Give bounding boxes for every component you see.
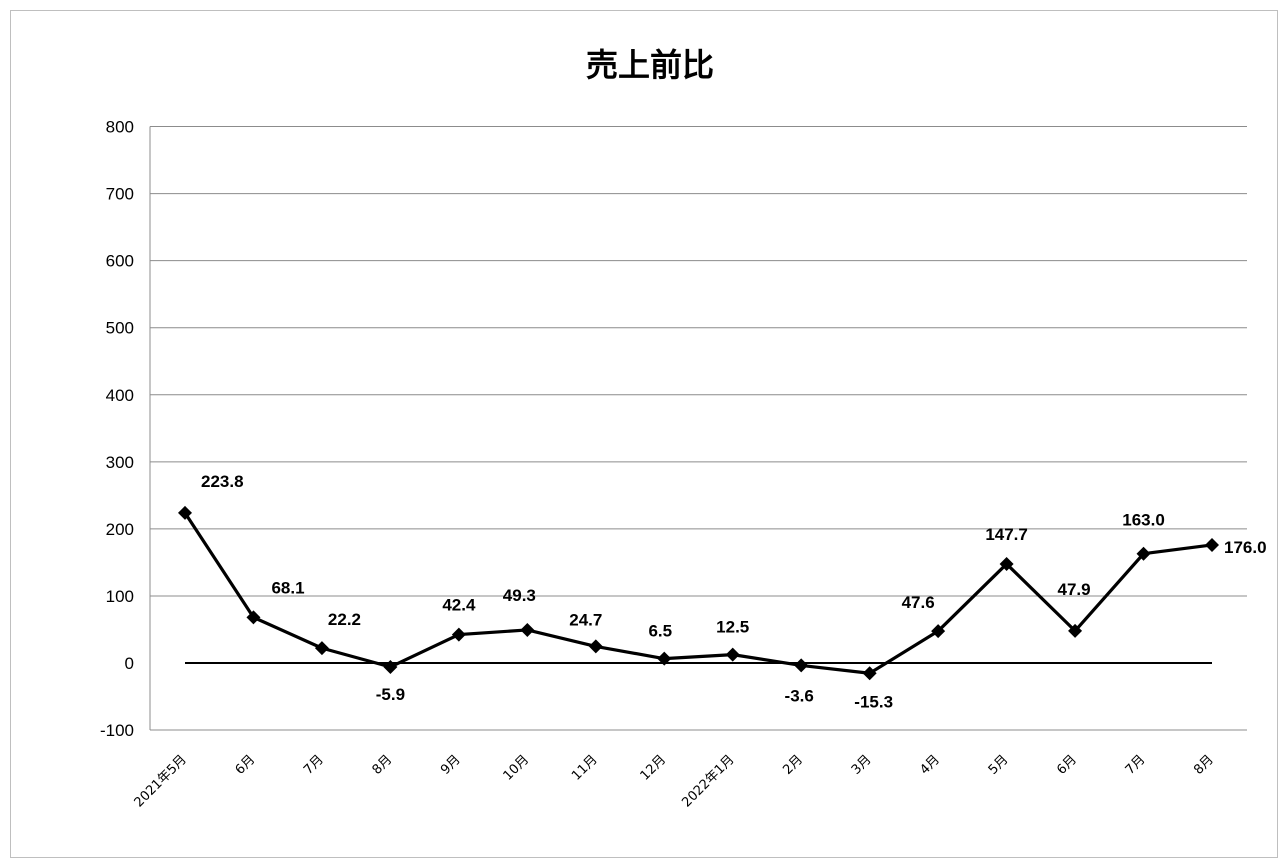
data-label: -5.9 <box>376 685 405 704</box>
chart-frame <box>10 10 1278 858</box>
y-tick-label: 100 <box>106 587 134 606</box>
x-tick-label: 7月 <box>301 752 327 778</box>
data-point-marker <box>1136 546 1151 561</box>
x-tick-label: 3月 <box>849 752 875 778</box>
data-point-marker <box>931 624 946 639</box>
data-point-marker <box>383 659 398 674</box>
data-label: 22.2 <box>328 610 361 629</box>
data-point-marker <box>588 639 603 654</box>
x-tick-label: 6月 <box>1054 752 1080 778</box>
chart-title: 売上前比 <box>585 46 714 84</box>
data-label: 176.0 <box>1224 538 1267 557</box>
x-tick-label: 5月 <box>986 752 1012 778</box>
data-point-marker <box>999 556 1014 571</box>
data-point-marker <box>862 666 877 681</box>
x-tick-label: 10月 <box>501 752 532 783</box>
y-tick-label: 800 <box>106 118 134 137</box>
y-tick-label: 600 <box>106 252 134 271</box>
x-tick-label: 7月 <box>1123 752 1149 778</box>
data-label: 163.0 <box>1122 511 1165 530</box>
y-tick-label: 500 <box>106 319 134 338</box>
data-point-marker <box>451 627 466 642</box>
x-axis-ticks: 2021年5月 6月 7月 8月 9月 10月 11月 12月 2022年1月 2月 3月 4月 5月 6… <box>132 752 1217 810</box>
data-label: 223.8 <box>201 472 244 491</box>
data-label: 47.6 <box>902 593 935 612</box>
markers <box>178 505 1219 681</box>
x-tick-label: 12月 <box>638 752 669 783</box>
y-tick-label: 300 <box>106 453 134 472</box>
data-label: 49.3 <box>503 586 536 605</box>
y-tick-label: -100 <box>100 721 134 740</box>
y-axis-ticks: 800 700 600 500 400 300 200 100 0 -100 <box>100 118 134 741</box>
x-tick-label: 2021年5月 <box>132 752 190 810</box>
data-label: -15.3 <box>854 692 893 711</box>
data-point-marker <box>794 658 809 673</box>
x-tick-label: 8月 <box>370 752 396 778</box>
data-label: 42.4 <box>442 596 476 615</box>
data-label: 6.5 <box>648 622 672 641</box>
x-tick-label: 4月 <box>917 752 943 778</box>
data-label: 68.1 <box>271 578 304 597</box>
x-tick-label: 6月 <box>233 752 259 778</box>
data-label: -3.6 <box>785 686 814 705</box>
data-point-marker <box>178 505 192 520</box>
data-point-marker <box>520 622 535 637</box>
y-tick-label: 400 <box>106 386 134 405</box>
x-tick-label: 11月 <box>569 752 600 783</box>
data-labels: 223.8 68.1 22.2 -5.9 42.4 49.3 24.7 6.5 12.5 -3.6… <box>201 472 1267 711</box>
x-tick-label: 9月 <box>438 752 464 778</box>
data-point-marker <box>1068 623 1083 638</box>
data-point-marker <box>1205 537 1219 552</box>
data-point-marker <box>657 651 672 666</box>
data-point-marker <box>314 641 329 656</box>
data-label: 24.7 <box>569 610 602 629</box>
gridlines <box>149 126 1247 731</box>
series <box>183 512 1213 675</box>
y-tick-label: 700 <box>106 185 134 204</box>
x-tick-label: 2月 <box>780 752 806 778</box>
data-point-marker <box>246 610 261 625</box>
y-tick-label: 200 <box>106 520 134 539</box>
data-label: 147.7 <box>985 525 1028 544</box>
data-label: 47.9 <box>1058 580 1091 599</box>
data-label: 12.5 <box>716 618 749 637</box>
data-point-marker <box>725 647 740 662</box>
y-tick-label: 0 <box>125 654 134 673</box>
x-tick-label: 8月 <box>1191 752 1217 778</box>
series-line <box>183 512 1213 675</box>
x-tick-label: 2022年1月 <box>679 752 737 810</box>
